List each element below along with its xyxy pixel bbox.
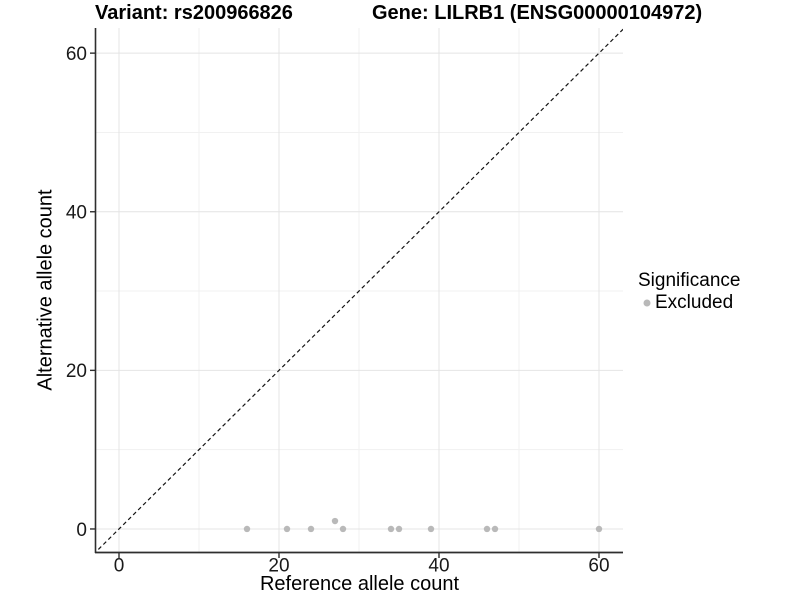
x-tick-label: 60 bbox=[588, 556, 609, 577]
variant-title: Variant: rs200966826 bbox=[95, 2, 293, 24]
data-point bbox=[483, 525, 491, 533]
data-point bbox=[331, 517, 339, 525]
data-point bbox=[307, 525, 315, 533]
y-tick-label: 20 bbox=[66, 361, 87, 382]
identity-line bbox=[96, 28, 623, 553]
legend-title: Significance bbox=[638, 270, 741, 291]
excluded-dot-icon bbox=[643, 299, 650, 307]
x-tick-label: 40 bbox=[428, 556, 449, 577]
legend: Significance Excluded bbox=[638, 270, 740, 314]
gene-title: Gene: LILRB1 (ENSG00000104972) bbox=[372, 2, 703, 24]
legend-entry-label: Excluded bbox=[655, 292, 734, 313]
data-point bbox=[395, 525, 403, 533]
legend-entry-excluded: Excluded bbox=[638, 292, 740, 314]
x-axis-title: Reference allele count bbox=[259, 573, 459, 595]
data-point bbox=[283, 525, 291, 533]
data-point bbox=[339, 525, 347, 533]
y-tick-label: 40 bbox=[66, 203, 87, 224]
data-point bbox=[491, 525, 499, 533]
y-tick-label: 60 bbox=[66, 44, 87, 65]
data-point bbox=[243, 525, 251, 533]
data-point bbox=[387, 525, 395, 533]
data-point bbox=[595, 525, 603, 533]
x-tick-label: 20 bbox=[268, 556, 289, 577]
data-point bbox=[427, 525, 435, 533]
y-tick-label: 0 bbox=[76, 520, 87, 541]
legend-key bbox=[638, 295, 655, 312]
x-tick-label: 0 bbox=[114, 556, 125, 577]
